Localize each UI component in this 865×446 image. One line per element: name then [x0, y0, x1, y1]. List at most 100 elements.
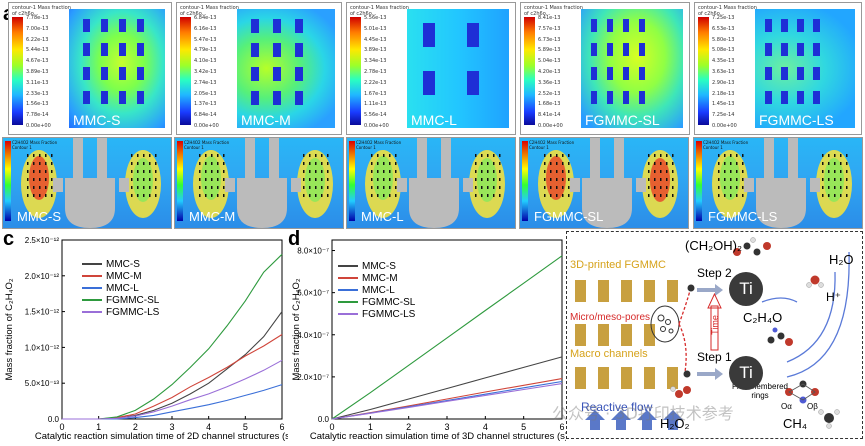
colorbar-tick-label: 1.68e-13 — [538, 101, 561, 108]
structure-name: FGMMC-SL — [534, 209, 604, 224]
molecule-water — [806, 275, 824, 288]
colorbar-tick-label: 0.00e+00 — [194, 122, 219, 129]
channel-block — [295, 43, 303, 57]
legend-swatch — [82, 311, 102, 313]
colorbar-tick-label: 5.89e-13 — [538, 47, 561, 54]
channel-block — [813, 43, 820, 56]
molecule-ethylene-glycol — [733, 237, 771, 256]
channel-block — [295, 91, 303, 105]
legend-label: MMC-M — [362, 272, 398, 284]
channel-block — [467, 71, 479, 95]
legend-title: C2H4O2 Mass Fraction Contour 1 — [529, 140, 575, 150]
channel-block — [813, 67, 820, 80]
colorbar-tick-label: 3.36e-13 — [538, 79, 561, 86]
flow-field — [712, 138, 852, 228]
series-line-mmc-s — [331, 356, 563, 420]
colorbar-tick-label: 5.80e-13 — [712, 36, 735, 43]
x-tick-label: 6 — [559, 422, 564, 432]
contour-title: contour-1 Mass fraction of c2h6o... — [524, 5, 583, 17]
ti-site-2: Ti — [729, 272, 763, 306]
colorbar-tick-label: 0.00e+00 — [26, 122, 51, 129]
colorbar-tick-label: 5.04e-13 — [538, 58, 561, 65]
colorbar-tick-label: 2.52e-13 — [538, 90, 561, 97]
channel-wall — [575, 367, 586, 389]
flow-field — [538, 138, 678, 228]
legend-swatch — [338, 289, 358, 291]
channel-wall — [621, 280, 632, 302]
colorbar-tick-label: 1.11e-13 — [364, 101, 387, 108]
contour-title: contour-1 Mass fraction of c2h6o... — [698, 5, 757, 17]
colorbar-tick-label: 7.25e-13 — [712, 15, 735, 21]
legend-entry: MMC-L — [82, 282, 159, 294]
series-line-fgmmc-sl — [331, 255, 563, 420]
channel-wall — [644, 280, 655, 302]
contour-panel-b-3: C2H4O2 Mass Fraction Contour 1 MMC-L — [346, 137, 516, 229]
legend-label: MMC-L — [362, 284, 395, 296]
channel-wall — [598, 324, 609, 346]
colorbar-ticks: 6.84e-13 6.16e-13 5.47e-13 4.79e-13 4.10e-13… — [194, 15, 234, 129]
colorbar-tick-label: 3.89e-13 — [364, 47, 387, 54]
colorbar-tick-label: 4.35e-13 — [712, 58, 735, 65]
legend-entry: MMC-M — [338, 272, 415, 284]
contour-panel-b-5: C2H4O2 Mass Fraction Contour 1 FGMMC-LS — [693, 137, 863, 229]
colorbar-tick-label: 3.89e-13 — [26, 68, 49, 75]
channel-block — [639, 67, 645, 80]
colorbar-tick-label: 2.78e-13 — [364, 68, 387, 75]
legend-swatch — [338, 313, 358, 315]
x-tick-label: 6 — [279, 422, 284, 432]
channel-block — [101, 19, 108, 32]
legend-colorbar — [177, 141, 183, 221]
y-axis-label: Mass fraction of C₂H₄O₂ — [4, 278, 15, 380]
y-tick-label: 1.0×10⁻¹² — [25, 343, 60, 352]
legend-colorbar — [5, 141, 11, 221]
y-tick-label: 1.5×10⁻¹² — [25, 308, 60, 317]
contour-panel-b-2: C2H4O2 Mass Fraction Contour 1 MMC-M — [174, 137, 344, 229]
contour-title: contour-1 Mass fraction of c2h6o... — [180, 5, 239, 17]
contour-panel-b-4: C2H4O2 Mass Fraction Contour 1 FGMMC-SL — [519, 137, 689, 229]
series-line-mmc-m — [331, 378, 563, 420]
series-line-mmc-s — [62, 311, 283, 420]
colorbar-tick-label: 7.00e-13 — [26, 25, 49, 32]
contour-panel-a-3: contour-1 Mass fraction of c2h6o... 5.56e… — [346, 2, 516, 135]
channel-wall — [598, 280, 609, 302]
contour-panel-a-5: contour-1 Mass fraction of c2h6o... 7.25e… — [694, 2, 862, 135]
red-dashed-arrow — [678, 286, 692, 325]
y-tick-label: 2.5×10⁻¹² — [25, 236, 60, 245]
channel-block — [295, 19, 303, 33]
flow-arrow — [663, 410, 683, 430]
x-tick-label: 2 — [406, 422, 411, 432]
panel-e-mechanism: 3D-printed FGMMC Micro/meso-pores Macro … — [566, 231, 863, 439]
flow-field — [21, 138, 161, 228]
legend-label: MMC-L — [106, 282, 139, 294]
legend-swatch — [338, 301, 358, 303]
channel-block — [797, 67, 804, 80]
pore-dot — [668, 328, 674, 334]
colorbar-tick-label: 1.37e-13 — [194, 101, 217, 108]
colorbar-tick-label: 3.11e-13 — [26, 79, 49, 86]
legend-label: MMC-S — [362, 260, 396, 272]
channel-block — [83, 91, 90, 104]
pore-dot — [660, 326, 666, 332]
red-dashed-arrow — [678, 323, 687, 373]
x-tick-label: 5 — [243, 422, 248, 432]
colorbar-tick-label: 7.78e-14 — [26, 112, 49, 119]
proton-label: H⁺ — [826, 290, 841, 304]
y-tick-label: 2.0×10⁻⁷ — [297, 373, 329, 382]
mechanism-diagram — [585, 237, 850, 430]
y-tick-label: 0.0 — [48, 415, 60, 424]
structure-name: FGMMC-LS — [759, 112, 834, 128]
channel-block — [607, 19, 613, 32]
structure-name: MMC-L — [411, 112, 457, 128]
channel-block — [467, 23, 479, 47]
series-line-fgmmc-ls — [62, 359, 283, 420]
pores-label: Micro/meso-pores — [570, 312, 651, 323]
y-axis-label: Mass fraction of C₂H₄O₂ — [291, 278, 302, 380]
channel-block — [137, 91, 144, 104]
channel-wall — [644, 324, 655, 346]
colorbar-tick-label: 5.47e-13 — [194, 36, 217, 43]
channel-block — [119, 67, 126, 80]
legend-swatch — [338, 265, 358, 267]
contour-panel-b-1: C2H4O2 Mass Fraction Contour 1 MMC-S — [2, 137, 172, 229]
channel-block — [781, 43, 788, 56]
reactive-flow-label: Reactive flow — [581, 400, 653, 414]
